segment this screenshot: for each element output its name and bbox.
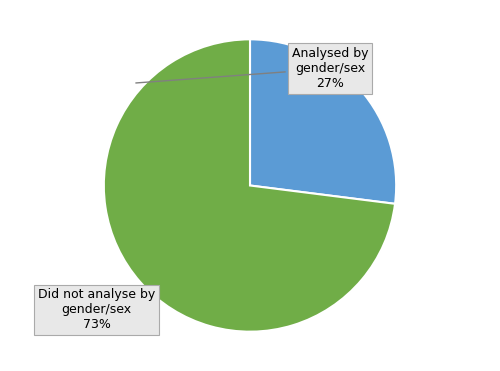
Wedge shape xyxy=(250,39,396,204)
Text: Analysed by
gender/sex
27%: Analysed by gender/sex 27% xyxy=(136,47,368,90)
Wedge shape xyxy=(104,39,395,332)
Text: Did not analyse by
gender/sex
73%: Did not analyse by gender/sex 73% xyxy=(38,288,156,331)
